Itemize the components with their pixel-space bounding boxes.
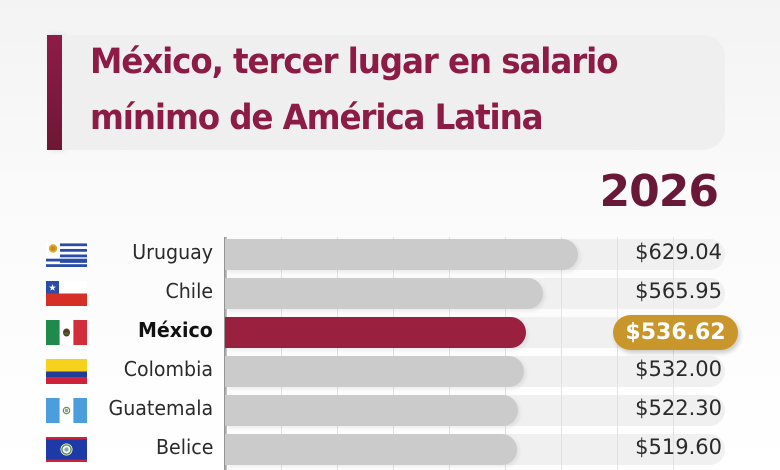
title-accent-bar: [47, 35, 62, 150]
category-label: Guatemala: [108, 396, 213, 420]
bar-uruguay: [225, 239, 578, 270]
value-label: $522.30: [635, 396, 722, 420]
title-box: [62, 35, 725, 150]
y-axis-line: [224, 237, 227, 470]
gridline: [673, 237, 674, 470]
colombia-flag-icon: [46, 359, 87, 384]
bar-belice: [225, 434, 517, 465]
uruguay-flag-icon: [46, 242, 87, 267]
gridline: [281, 237, 282, 470]
year-label: 2026: [599, 166, 719, 217]
bar-chile: [225, 278, 543, 309]
category-label: Belice: [155, 435, 213, 459]
chile-flag-icon: [46, 281, 87, 306]
highlight-value-badge: $536.62: [613, 315, 738, 350]
gridline: [449, 237, 450, 470]
gridline: [617, 237, 618, 470]
page-title-line-2: mínimo de América Latina: [90, 98, 544, 138]
page-title-line-1: México, tercer lugar en salario: [90, 42, 619, 82]
value-label: $532.00: [635, 357, 722, 381]
mexico-flag-icon: [46, 320, 87, 345]
bar-colombia: [225, 356, 524, 387]
gridline: [337, 237, 338, 470]
category-label: México: [138, 318, 213, 342]
belize-flag-icon: [46, 437, 87, 462]
bar-guatemala: [225, 395, 518, 426]
category-label: Chile: [165, 279, 213, 303]
value-label: $629.04: [635, 240, 722, 264]
gridline: [393, 237, 394, 470]
value-label: $565.95: [635, 279, 722, 303]
guatemala-flag-icon: [46, 398, 87, 423]
bar-mexico: [225, 317, 526, 348]
category-label: Uruguay: [132, 240, 213, 264]
gridline: [561, 237, 562, 470]
gridline: [505, 237, 506, 470]
category-label: Colombia: [123, 357, 213, 381]
value-label: $519.60: [635, 435, 722, 459]
